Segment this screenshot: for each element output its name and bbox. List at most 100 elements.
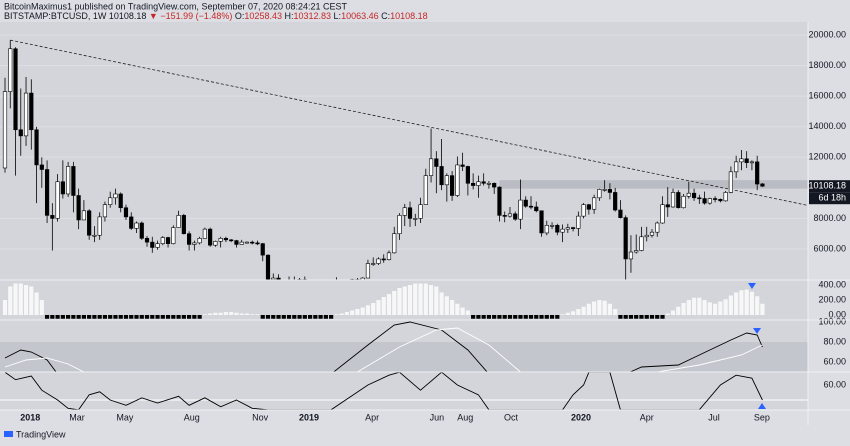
candle-body bbox=[44, 169, 50, 216]
x-tick-label: May bbox=[116, 412, 134, 422]
symbol: BITSTAMP:BTCUSD, 1W bbox=[4, 11, 107, 21]
histogram-bar bbox=[87, 314, 92, 319]
histogram-bar bbox=[755, 296, 760, 315]
y-tick-label: 12000.00 bbox=[808, 152, 846, 162]
candle-body bbox=[271, 277, 276, 280]
candle-body bbox=[8, 48, 13, 92]
candle-body bbox=[697, 197, 702, 200]
publisher-line: BitcoinMaximus1 published on TradingView… bbox=[4, 1, 348, 11]
x-tick-label: Mar bbox=[69, 412, 85, 422]
candle-body bbox=[18, 129, 23, 137]
histogram-bar bbox=[560, 314, 565, 315]
candle-body bbox=[702, 198, 707, 204]
histogram-bar bbox=[323, 314, 328, 319]
y-tick-label: 60.00 bbox=[823, 356, 846, 366]
histogram-bar bbox=[534, 314, 539, 319]
candle-body bbox=[676, 192, 681, 209]
histogram-bar bbox=[92, 314, 97, 319]
candle-body bbox=[250, 241, 255, 244]
candle-body bbox=[544, 225, 549, 234]
candle-body bbox=[502, 215, 507, 217]
indicator-band bbox=[0, 342, 808, 372]
histogram-bar bbox=[350, 310, 355, 315]
candle-body bbox=[460, 164, 465, 167]
histogram-bar bbox=[728, 295, 733, 315]
histogram-bar bbox=[365, 305, 371, 315]
open-prefix: O: bbox=[235, 11, 245, 21]
histogram-bar bbox=[497, 314, 502, 319]
candle-body bbox=[749, 161, 755, 164]
candle-body bbox=[81, 210, 86, 221]
candle-body bbox=[471, 182, 476, 186]
x-tick-label: Apr bbox=[640, 412, 654, 422]
candle-body bbox=[728, 171, 733, 193]
histogram-bar bbox=[2, 300, 8, 315]
candle-body bbox=[444, 175, 449, 186]
histogram-bar bbox=[586, 303, 591, 315]
candle-body bbox=[450, 175, 455, 196]
histogram-bar bbox=[302, 314, 307, 319]
x-tick-label: Aug bbox=[457, 412, 473, 422]
high-prefix: H: bbox=[284, 11, 293, 21]
histogram-bar bbox=[481, 314, 486, 319]
candle-body bbox=[618, 209, 623, 218]
candle-body bbox=[413, 218, 418, 220]
candle-body bbox=[55, 181, 60, 219]
candle-body bbox=[602, 189, 607, 191]
histogram-bar bbox=[702, 300, 707, 315]
candle-body bbox=[39, 164, 44, 170]
close-value: 10108.18 bbox=[390, 11, 428, 21]
candle-body bbox=[649, 231, 655, 236]
candle-body bbox=[486, 182, 492, 185]
signal-marker bbox=[753, 328, 761, 334]
y-tick-label: 14000.00 bbox=[808, 121, 846, 131]
candle-body bbox=[265, 254, 271, 280]
y-tick-label: 0.00 bbox=[828, 309, 846, 319]
histogram-bar bbox=[8, 286, 13, 315]
histogram-bar bbox=[66, 314, 71, 319]
candle-body bbox=[371, 263, 376, 265]
histogram-bar bbox=[39, 300, 44, 315]
y-tick-label: 8000.00 bbox=[813, 213, 846, 223]
candle-body bbox=[218, 237, 223, 242]
footer-logo: TradingView bbox=[4, 429, 66, 439]
histogram-bar bbox=[329, 314, 334, 319]
candle-body bbox=[560, 228, 565, 233]
histogram-bar bbox=[223, 311, 229, 315]
candle-body bbox=[171, 227, 176, 244]
histogram-bar bbox=[108, 314, 113, 319]
candle-body bbox=[634, 250, 639, 253]
histogram-bar bbox=[23, 285, 29, 315]
x-tick-label: 2018 bbox=[20, 412, 40, 422]
candle-body bbox=[670, 192, 676, 208]
histogram-bar bbox=[197, 314, 202, 319]
histogram-bar bbox=[581, 306, 586, 315]
open-value: 10258.43 bbox=[244, 11, 282, 21]
candle-body bbox=[97, 216, 102, 236]
histogram-bar bbox=[213, 312, 218, 315]
histogram-bar bbox=[250, 314, 255, 315]
histogram-bar bbox=[713, 303, 718, 315]
candle-body bbox=[497, 186, 502, 216]
candle-body bbox=[402, 207, 407, 216]
candle-body bbox=[691, 192, 697, 199]
histogram-bar bbox=[134, 314, 139, 319]
histogram-bar bbox=[244, 313, 250, 315]
candle-body bbox=[397, 215, 402, 235]
histogram-bar bbox=[18, 283, 23, 315]
candle-body bbox=[255, 242, 260, 245]
candle-body bbox=[755, 161, 760, 185]
candle-body bbox=[239, 241, 244, 245]
histogram-bar bbox=[592, 301, 597, 315]
candle-body bbox=[29, 92, 34, 131]
histogram-bar bbox=[97, 314, 102, 319]
candle-body bbox=[386, 252, 392, 260]
candle-body bbox=[60, 181, 65, 195]
histogram-bar bbox=[539, 314, 544, 319]
histogram-bar bbox=[281, 314, 286, 319]
histogram-bar bbox=[118, 314, 123, 319]
histogram-bar bbox=[271, 314, 276, 319]
histogram-bar bbox=[697, 297, 702, 315]
histogram-bar bbox=[276, 314, 281, 319]
